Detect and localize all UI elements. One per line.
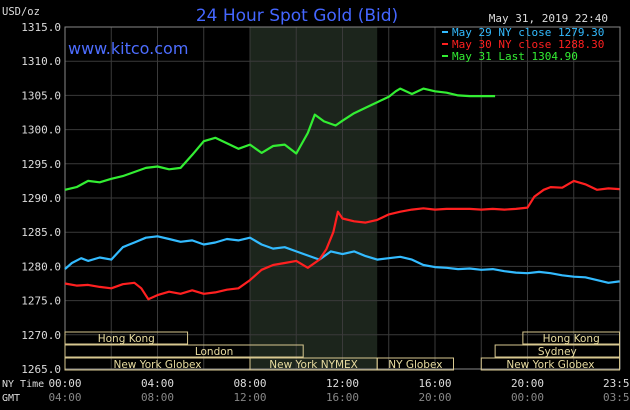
session-bar [480, 357, 621, 371]
session-label: Hong Kong [543, 333, 600, 345]
x-tick-label-ny: 08:00 [233, 377, 266, 390]
ny-time-label: NY Time [2, 379, 44, 390]
series-line [64, 179, 620, 301]
session-bar [64, 344, 304, 358]
y-tick-label: 1265.0 [21, 363, 61, 376]
y-tick-label: 1300.0 [21, 124, 61, 137]
session-label: New York Globex [506, 359, 594, 371]
x-tick-label-ny: 04:00 [141, 377, 174, 390]
y-tick-label: 1270.0 [21, 329, 61, 342]
y-tick-label: 1315.0 [21, 21, 61, 34]
unit-label: USD/oz [2, 6, 40, 18]
session-bar [64, 331, 189, 345]
chart-title: 24 Hour Spot Gold (Bid) [196, 6, 398, 26]
y-tick-label: 1275.0 [21, 295, 61, 308]
plot-frame [64, 26, 621, 370]
y-tick-label: 1290.0 [21, 192, 61, 205]
legend-swatch [442, 31, 448, 33]
grid-lines [65, 27, 620, 369]
watermark-text: www.kitco.com [68, 39, 188, 58]
x-tick-label-gmt: 12:00 [233, 391, 266, 404]
x-axis-ticks: 00:0004:0008:0012:0016:0020:0023:5904:00… [48, 377, 630, 404]
session-label: NY Globex [388, 359, 442, 371]
x-tick-label-ny: 23:59 [603, 377, 630, 390]
legend-entry: May 30 NY close 1288.30 [452, 38, 604, 51]
x-tick-label-gmt: 03:59 [603, 391, 630, 404]
session-label: New York Globex [113, 359, 201, 371]
y-axis-ticks: 1265.0 1270.0 1275.0 1280.0 1285.0 1290.0 1295… [21, 21, 61, 376]
session-label: New York NYMEX [269, 359, 358, 371]
x-tick-label-ny: 16:00 [418, 377, 451, 390]
gmt-label: GMT [2, 393, 20, 404]
x-tick-label-ny: 00:00 [48, 377, 81, 390]
x-tick-label-ny: 12:00 [326, 377, 359, 390]
price-series [64, 87, 620, 301]
session-label: Sydney [538, 346, 577, 358]
session-bar [522, 331, 621, 345]
session-bar [494, 344, 621, 358]
x-tick-label-gmt: 20:00 [418, 391, 451, 404]
timestamp: May 31, 2019 22:40 [489, 12, 608, 25]
y-tick-label: 1295.0 [21, 158, 61, 171]
series-line [64, 235, 620, 284]
y-tick-label: 1310.0 [21, 55, 61, 68]
x-tick-label-gmt: 16:00 [326, 391, 359, 404]
x-tick-label-ny: 20:00 [511, 377, 544, 390]
series-line [64, 87, 496, 191]
y-tick-label: 1285.0 [21, 226, 61, 239]
y-tick-label: 1305.0 [21, 89, 61, 102]
x-tick-label-gmt: 00:00 [511, 391, 544, 404]
legend-swatch [442, 55, 448, 57]
legend-entry: May 31 Last 1304.90 [452, 50, 578, 63]
legend-swatch [442, 43, 448, 45]
legend-entry: May 29 NY close 1279.30 [452, 26, 604, 39]
session-bar [376, 357, 454, 371]
x-tick-label-gmt: 08:00 [141, 391, 174, 404]
session-label: Hong Kong [98, 333, 155, 345]
y-tick-label: 1280.0 [21, 260, 61, 273]
x-tick-label-gmt: 04:00 [48, 391, 81, 404]
session-label: London [195, 346, 234, 358]
